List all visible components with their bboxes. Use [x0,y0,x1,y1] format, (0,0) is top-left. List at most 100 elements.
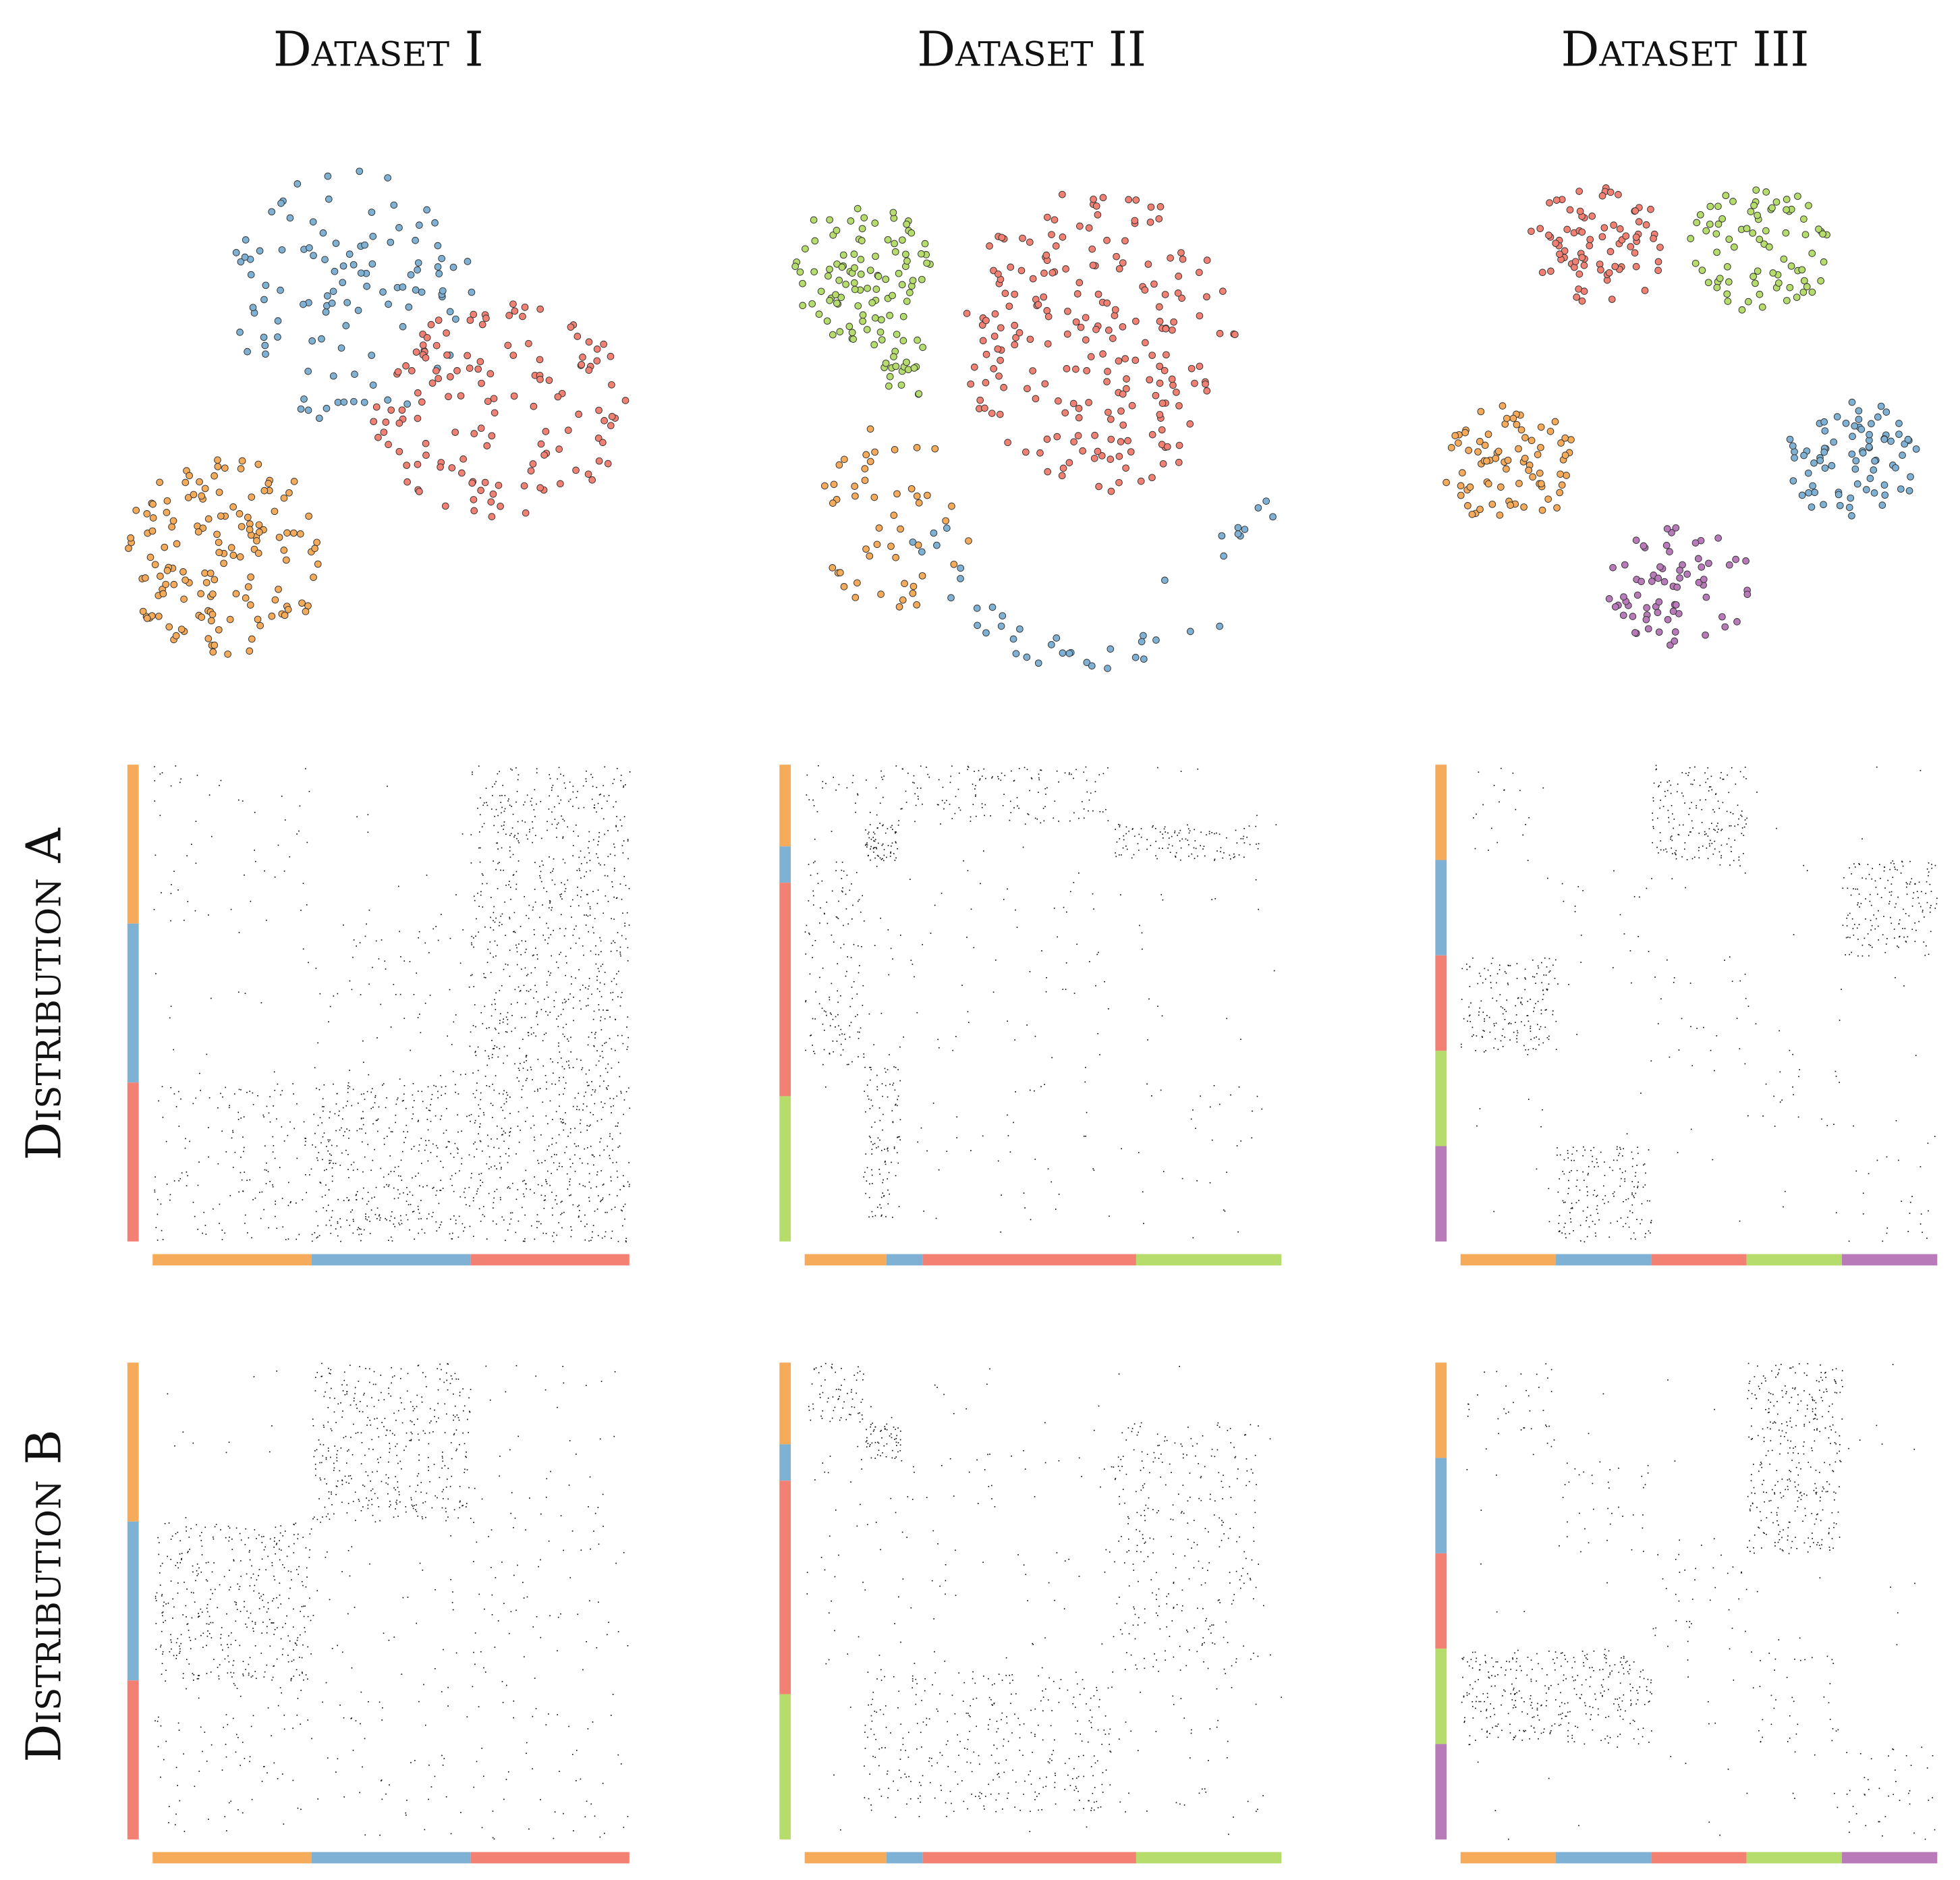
heatmap-dot [480,1012,482,1014]
heatmap-dot [596,1208,598,1210]
heatmap-dot [500,802,502,803]
heatmap-dot [264,870,265,872]
heatmap-dot [1226,1171,1227,1173]
heatmap-dot [588,1126,590,1127]
heatmap-dot [180,778,182,780]
heatmap-dot [337,1235,339,1237]
scatter-point-blue [1865,443,1873,451]
heatmap-dot [526,834,528,836]
heatmap-dot [1475,1050,1476,1051]
heatmap-dot [883,1194,885,1196]
scatter-point-blue [369,381,377,389]
scatter-point-purple [1611,603,1619,611]
heatmap-dot [612,1162,614,1163]
heatmap-dot [412,1406,414,1408]
scatter-point-blue [434,263,442,271]
heatmap-dot [1499,969,1501,970]
heatmap-dot [958,807,960,808]
scatter-point-blue [319,229,327,237]
heatmap-dot [170,785,172,787]
heatmap-dot [544,1199,546,1201]
scatter-point-orange [221,464,229,472]
scatter-point-red [1580,261,1588,269]
heatmap-dot [596,979,598,981]
heatmap-dot [1133,835,1136,837]
heatmap-dot [1535,1003,1536,1005]
scatter-point-orange [1557,470,1564,478]
heatmap-dot [501,1167,502,1168]
heatmap-dot [1081,801,1083,802]
heatmap-dot [1648,951,1650,952]
scatter-point-red [1622,232,1630,240]
heatmap-dot [1911,905,1913,907]
heatmap-dot [242,1190,244,1192]
heatmap-dot [568,1060,569,1062]
scatter-point-orange [159,590,167,598]
heatmap-dot [395,1501,397,1503]
heatmap-dot [1029,790,1030,792]
heatmap-dot [537,1090,538,1092]
heatmap-dot [1619,1185,1621,1187]
heatmap-dot [1714,1070,1715,1072]
scatter-point-orange [891,446,899,453]
heatmap-dot [517,1111,520,1113]
scatter-point-orange [1481,441,1489,449]
heatmap-dot [1043,820,1045,822]
heatmap-dot [871,1169,872,1171]
heatmap-dot [453,1419,454,1421]
heatmap-dot [822,1063,824,1066]
heatmap-dot [629,1184,630,1186]
scatter-point-orange [1488,500,1496,508]
heatmap-dot [446,1108,447,1109]
scatter-point-red [1042,251,1051,259]
heatmap-dot [472,773,473,775]
heatmap-dot [505,1101,507,1103]
heatmap-dot [840,1043,842,1045]
heatmap-dot [219,1203,221,1205]
heatmap-dot [1656,768,1657,770]
scatter-point-blue [360,398,368,406]
heatmap-dot [609,1157,611,1159]
scatter-point-blue [350,397,358,406]
heatmap-dot [1659,807,1661,809]
heatmap-dot [440,1190,442,1192]
heatmap-dot [177,889,179,891]
heatmap-dot [493,906,495,908]
heatmap-dot [400,1368,402,1370]
heatmap-dot [1243,856,1245,858]
heatmap-dot [511,1212,513,1214]
scatter-point-blue [1107,645,1115,653]
heatmap-dot [272,1186,274,1188]
heatmap-dot [312,1615,314,1616]
scatter-point-orange [913,601,920,609]
heatmap-dot [858,1038,860,1039]
scatter-point-green [857,271,865,278]
heatmap-dot [1905,940,1907,942]
heatmap-dot [587,1084,589,1086]
scatter-point-green [1756,236,1764,244]
scatter-point-red [1196,269,1203,277]
heatmap-dot [328,1140,330,1142]
heatmap-dot [287,1205,289,1207]
heatmap-dot [1586,1217,1588,1218]
heatmap-dot [388,1184,390,1186]
heatmap-dot [1506,999,1508,1001]
heatmap-dot [559,1094,560,1096]
heatmap-dot [561,1165,563,1167]
scatter-point-orange [139,607,147,615]
heatmap-dot [509,850,511,852]
scatter-point-red [573,333,582,340]
scatter-point-red [1107,435,1115,443]
heatmap-dot [553,1240,555,1242]
heatmap-dot [1652,800,1654,802]
heatmap-dot [1909,881,1911,883]
heatmap-dot [478,906,480,908]
heatmap-dot [317,1124,319,1126]
heatmap-dot [855,802,856,804]
scatter-point-orange [1476,505,1484,514]
heatmap-dot [949,781,951,783]
heatmap-dot [1859,906,1860,908]
heatmap-dot [577,894,578,896]
heatmap-dot [481,826,483,828]
heatmap-dot [376,1207,379,1209]
